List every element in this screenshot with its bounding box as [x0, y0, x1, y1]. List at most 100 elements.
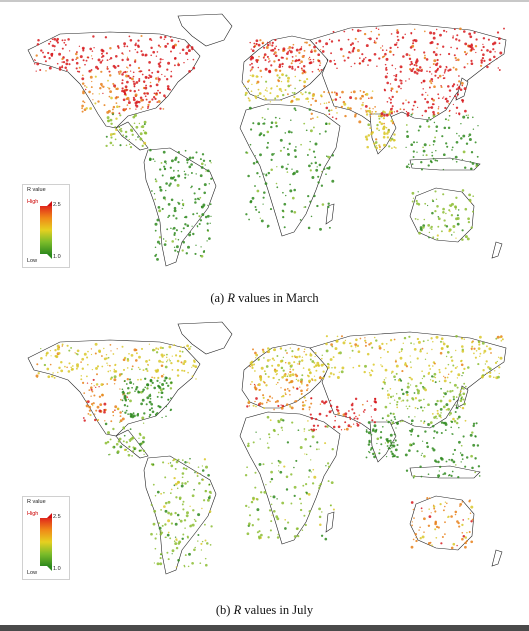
site-dot-africa	[251, 196, 255, 200]
site-dot-australia	[437, 526, 440, 529]
site-dot-mexico	[135, 139, 137, 141]
site-dot-africa	[331, 154, 335, 157]
site-dot-australia	[447, 516, 449, 518]
site-dot-southeast-asia	[447, 119, 450, 121]
site-dot-usa-east	[150, 402, 154, 406]
site-dot-australia	[434, 528, 437, 531]
site-dot-south-america	[173, 226, 176, 230]
site-dot-europe-north	[301, 356, 304, 358]
site-dot-russia	[369, 373, 372, 377]
legend-low-marker-icon	[47, 566, 52, 571]
site-dot-south-america	[170, 488, 173, 491]
site-dot-africa	[283, 202, 287, 206]
site-dot-north-america-north	[106, 59, 109, 61]
site-dot-mexico	[123, 434, 126, 437]
site-dot-south-america	[181, 459, 184, 461]
site-dot-russia	[423, 51, 426, 54]
site-dot-africa	[256, 172, 259, 175]
site-dot-india	[368, 109, 372, 113]
site-dot-africa	[293, 494, 296, 498]
site-dot-russia	[415, 59, 419, 63]
site-dot-north-america-north	[183, 346, 185, 348]
site-dot-middle-east	[335, 117, 338, 120]
site-dot-russia	[480, 49, 483, 52]
site-dot-mexico	[110, 136, 113, 139]
site-dot-usa-west	[84, 88, 87, 91]
site-dot-africa	[326, 155, 328, 157]
site-dot-europe-north	[309, 61, 313, 64]
site-dot-china	[434, 74, 437, 77]
site-dot-europe-south	[280, 387, 282, 389]
site-dot-china	[416, 72, 419, 75]
site-dot-southeast-asia	[451, 433, 454, 435]
site-dot-australia	[421, 510, 423, 512]
site-dot-south-america	[209, 159, 212, 162]
site-dot-australia	[434, 522, 437, 526]
site-dot-africa	[271, 514, 273, 516]
site-dot-usa-west	[85, 86, 88, 89]
site-dot-russia	[446, 345, 449, 348]
site-dot-india	[383, 122, 385, 125]
site-dot-south-america	[173, 246, 176, 249]
site-dot-europe-north	[275, 369, 279, 372]
site-dot-russia	[352, 46, 356, 50]
site-dot-south-america	[164, 476, 167, 479]
site-dot-india	[393, 146, 396, 148]
site-dot-india	[391, 447, 393, 449]
site-dot-australia	[461, 523, 464, 527]
site-dot-russia	[473, 48, 475, 51]
top-rule	[0, 0, 529, 2]
site-dot-europe-north	[259, 39, 262, 42]
site-dot-south-america	[158, 186, 162, 189]
site-dot-russia	[394, 360, 397, 363]
site-dot-africa	[269, 529, 272, 532]
site-dot-south-america	[153, 193, 156, 195]
site-dot-china	[438, 106, 440, 108]
site-dot-mexico	[128, 143, 131, 145]
site-dot-russia	[339, 47, 343, 51]
site-dot-russia	[354, 37, 357, 40]
site-dot-south-america	[177, 169, 180, 172]
site-dot-russia	[460, 363, 464, 367]
site-dot-mexico	[120, 129, 123, 133]
site-dot-africa	[266, 141, 270, 144]
site-dot-europe-south	[255, 388, 257, 391]
site-dot-mexico	[125, 441, 128, 444]
site-dot-russia	[468, 32, 472, 36]
site-dot-australia	[449, 210, 451, 213]
site-dot-north-america-north	[114, 364, 116, 367]
site-dot-south-america	[199, 562, 202, 565]
site-dot-russia	[456, 34, 459, 37]
site-dot-europe-south	[265, 80, 268, 83]
site-dot-europe-north	[321, 50, 325, 53]
site-dot-russia	[498, 372, 500, 375]
site-dot-southeast-asia	[433, 121, 436, 124]
site-dot-south-america	[165, 536, 167, 538]
site-dot-south-america	[181, 476, 184, 479]
site-dot-usa-west	[114, 86, 116, 89]
site-dot-africa	[315, 448, 318, 451]
site-dot-china	[405, 390, 409, 394]
site-dot-south-america	[197, 513, 201, 517]
site-dot-africa	[307, 226, 311, 230]
site-dot-southeast-asia	[466, 116, 470, 119]
r-value-legend-march: R value High 2.5 1.0 Low	[22, 184, 70, 268]
world-map-march	[27, 13, 507, 267]
legend-low-label: Low	[27, 258, 38, 264]
site-dot-europe-north	[261, 42, 264, 45]
site-dot-russia	[471, 345, 474, 348]
site-dot-russia	[430, 337, 433, 340]
site-dot-usa-east	[150, 384, 152, 387]
site-dot-africa	[318, 448, 320, 450]
site-dot-usa-east	[146, 396, 150, 400]
site-dot-south-america	[193, 518, 196, 521]
site-dot-north-america-north	[135, 352, 138, 355]
site-dot-russia	[363, 370, 366, 374]
site-dot-south-america	[156, 490, 160, 494]
site-dot-southeast-asia	[410, 422, 413, 425]
site-dot-south-america	[206, 169, 210, 173]
site-dot-south-america	[174, 542, 178, 546]
site-dot-africa	[259, 438, 261, 440]
site-dot-north-america-north	[76, 353, 78, 355]
site-dot-usa-west	[92, 404, 94, 407]
